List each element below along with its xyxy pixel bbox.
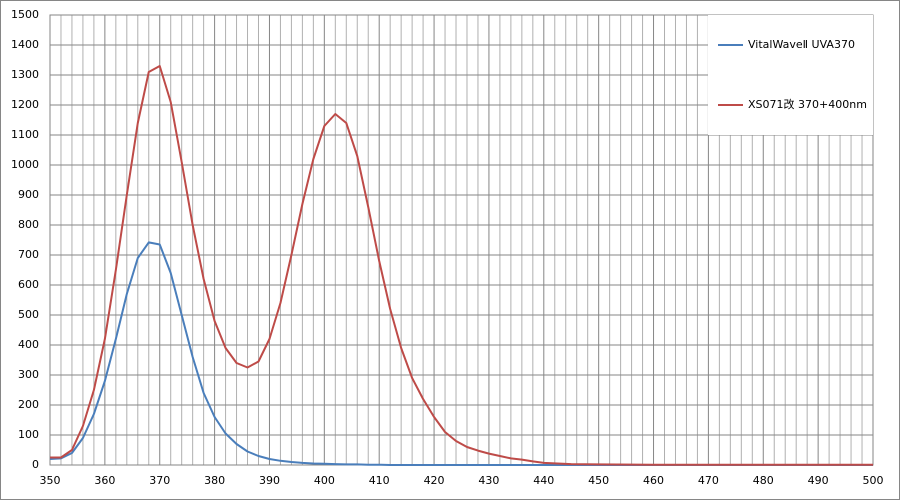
y-tick-label: 1500 [11, 8, 39, 21]
y-tick-label: 1200 [11, 98, 39, 111]
series-line [50, 65, 873, 466]
x-tick-label: 460 [643, 474, 664, 487]
y-tick-label: 1300 [11, 68, 39, 81]
y-tick-label: 800 [18, 218, 39, 231]
legend-box [708, 15, 873, 135]
legend: VitalWaveⅡ UVA370 XS071改 370+400nm [708, 15, 873, 135]
series-line [49, 241, 873, 466]
x-tick-label: 480 [753, 474, 774, 487]
y-tick-label: 900 [18, 188, 39, 201]
y-tick-label: 700 [18, 248, 39, 261]
x-tick-label: 470 [698, 474, 719, 487]
y-tick-label: 1000 [11, 158, 39, 171]
x-tick-label: 420 [424, 474, 445, 487]
y-tick-label: 400 [18, 338, 39, 351]
x-tick-label: 410 [369, 474, 390, 487]
grid [49, 14, 874, 466]
x-tick-label: 490 [808, 474, 829, 487]
x-tick-label: 400 [314, 474, 335, 487]
y-tick-label: 200 [18, 398, 39, 411]
x-tick-label: 500 [863, 474, 884, 487]
x-tick-label: 350 [40, 474, 61, 487]
y-tick-label: 600 [18, 278, 39, 291]
plot [49, 65, 873, 466]
x-tick-label: 360 [94, 474, 115, 487]
x-tick-label: 440 [533, 474, 554, 487]
x-tick-label: 390 [259, 474, 280, 487]
x-tick-label: 380 [204, 474, 225, 487]
y-tick-label: 0 [32, 458, 39, 471]
y-tick-label: 300 [18, 368, 39, 381]
y-tick-label: 1100 [11, 128, 39, 141]
x-tick-label: 370 [149, 474, 170, 487]
axis-labels: 0 100 200 300 400 500 600 700 800 900 1000 1100 1200… [11, 8, 884, 487]
legend-label: VitalWaveⅡ UVA370 [748, 38, 855, 51]
legend-label: XS071改 370+400nm [748, 97, 867, 111]
x-tick-label: 450 [588, 474, 609, 487]
y-tick-label: 1400 [11, 38, 39, 51]
y-tick-label: 500 [18, 308, 39, 321]
x-tick-label: 430 [478, 474, 499, 487]
y-tick-label: 100 [18, 428, 39, 441]
